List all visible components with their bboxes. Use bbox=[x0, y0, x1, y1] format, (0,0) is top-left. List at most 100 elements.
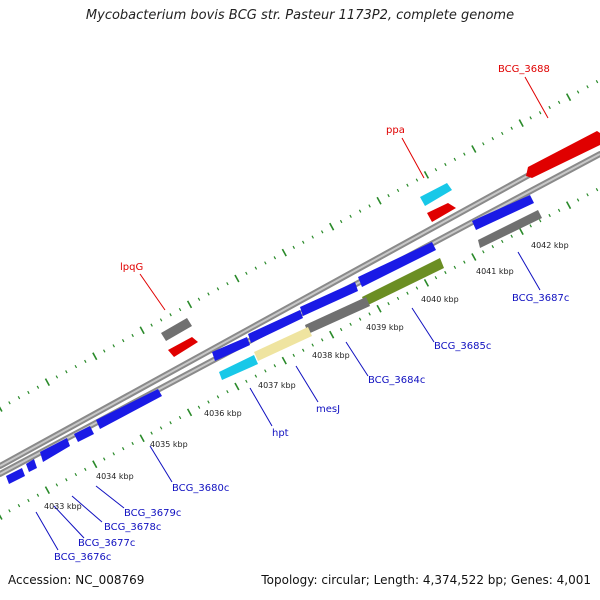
tick-mark bbox=[518, 227, 524, 235]
tick-mark bbox=[92, 352, 98, 361]
tick-mark bbox=[463, 152, 466, 156]
gene-bcg3677c-arrow[interactable] bbox=[26, 459, 37, 472]
kbp-label-4042: 4042 kbp bbox=[531, 241, 569, 250]
gene-bcg3680c-arrow[interactable] bbox=[96, 389, 162, 429]
tick-mark bbox=[376, 196, 382, 205]
label-bcg3679c[interactable]: BCG_3679c bbox=[124, 508, 181, 519]
label-bcg3684c[interactable]: BCG_3684c bbox=[368, 375, 425, 386]
tick-mark bbox=[65, 478, 68, 482]
tick-mark bbox=[302, 348, 305, 352]
gene-bcg3685c-arrow[interactable] bbox=[358, 242, 436, 287]
tick-mark bbox=[264, 261, 267, 265]
tick-mark bbox=[529, 224, 532, 228]
tick-mark bbox=[406, 291, 409, 295]
tick-mark bbox=[565, 93, 572, 102]
tick-mark bbox=[216, 395, 220, 399]
leader-bcg3687c bbox=[517, 251, 541, 291]
tick-mark bbox=[92, 460, 98, 469]
tick-mark bbox=[178, 415, 182, 420]
accession-text: Accession: NC_008769 bbox=[8, 573, 145, 587]
upper-tick-track bbox=[0, 80, 599, 412]
gene-ppa-cyan-arrow[interactable] bbox=[420, 183, 452, 206]
tick-mark bbox=[281, 356, 287, 365]
tick-mark bbox=[358, 317, 362, 321]
label-bcg3680c[interactable]: BCG_3680c bbox=[172, 483, 229, 494]
gene-mesj-yellow[interactable] bbox=[254, 327, 312, 361]
tick-mark bbox=[320, 230, 324, 234]
tick-mark bbox=[273, 256, 277, 260]
label-bcg3676c[interactable]: BCG_3676c bbox=[54, 552, 111, 563]
lower-tick-track bbox=[0, 188, 599, 520]
leader-ppa bbox=[401, 137, 425, 179]
kbp-label-4039: 4039 kbp bbox=[366, 323, 404, 332]
tick-mark bbox=[518, 119, 524, 127]
gene-lpqg-grey[interactable] bbox=[161, 318, 192, 341]
gene-lpqg-arrow[interactable] bbox=[168, 337, 198, 357]
gene-hpt-arrow[interactable] bbox=[212, 337, 250, 361]
tick-mark bbox=[463, 260, 466, 264]
leader-bcg3685c bbox=[411, 307, 435, 343]
tick-mark bbox=[17, 396, 21, 400]
tick-mark bbox=[207, 292, 210, 296]
tick-mark bbox=[501, 239, 504, 244]
label-bcg3677c[interactable]: BCG_3677c bbox=[78, 538, 135, 549]
tick-mark bbox=[55, 483, 59, 487]
tick-mark bbox=[548, 213, 551, 218]
leader-mesj bbox=[295, 365, 319, 403]
tick-mark bbox=[27, 390, 30, 395]
tick-mark bbox=[302, 240, 305, 244]
tick-mark bbox=[557, 100, 561, 104]
label-bcg3685c[interactable]: BCG_3685c bbox=[434, 341, 491, 352]
leader-bcg3677c bbox=[53, 505, 85, 539]
tick-mark bbox=[36, 385, 40, 389]
gene-hpt-cyan[interactable] bbox=[219, 355, 258, 380]
tick-mark bbox=[423, 170, 430, 179]
label-bcg3678c[interactable]: BCG_3678c bbox=[104, 522, 161, 533]
tick-mark bbox=[311, 343, 314, 347]
gene-bcg3678c-arrow[interactable] bbox=[40, 438, 70, 462]
tick-mark bbox=[8, 401, 11, 405]
tick-mark bbox=[565, 201, 572, 210]
label-ppa[interactable]: ppa bbox=[386, 125, 405, 136]
gene-bcg3688-arrow[interactable] bbox=[526, 131, 600, 178]
tick-mark bbox=[368, 312, 371, 316]
tick-mark bbox=[112, 452, 115, 456]
tick-mark bbox=[453, 265, 457, 269]
gene-bcg3684c-arrow[interactable] bbox=[300, 282, 358, 316]
tick-mark bbox=[292, 245, 296, 250]
leader-bcg3684c bbox=[345, 341, 369, 377]
label-bcg3687c[interactable]: BCG_3687c bbox=[512, 293, 569, 304]
tick-mark bbox=[538, 111, 542, 115]
gene-ppa-arrow[interactable] bbox=[427, 203, 456, 222]
tick-mark bbox=[548, 105, 551, 110]
tick-mark bbox=[216, 287, 220, 291]
tick-mark bbox=[358, 209, 362, 213]
gene-bcg3685c-olive[interactable] bbox=[362, 258, 444, 306]
tick-mark bbox=[0, 406, 3, 412]
gene-bcg3679c-arrow[interactable] bbox=[74, 426, 94, 442]
gene-bcg3687c-grey[interactable] bbox=[478, 210, 542, 248]
tick-mark bbox=[8, 509, 11, 513]
label-mesj[interactable]: mesJ bbox=[316, 404, 340, 415]
label-lpqg[interactable]: lpqG bbox=[120, 262, 143, 273]
gene-bcg3684c-grey[interactable] bbox=[305, 297, 370, 334]
tick-mark bbox=[226, 390, 229, 394]
tick-mark bbox=[415, 178, 419, 182]
leader-lpqg bbox=[139, 273, 166, 311]
gene-mesj-arrow[interactable] bbox=[248, 310, 303, 343]
tick-mark bbox=[453, 157, 457, 161]
gene-bcg3676c-arrow[interactable] bbox=[6, 468, 25, 484]
tick-mark bbox=[234, 274, 240, 283]
leader-bcg3678c bbox=[71, 495, 103, 523]
leader-bcg3688 bbox=[524, 76, 549, 119]
gene-bcg3687c-arrow[interactable] bbox=[472, 195, 534, 230]
label-hpt[interactable]: hpt bbox=[272, 428, 289, 439]
tick-mark bbox=[434, 168, 438, 172]
tick-mark bbox=[234, 382, 240, 391]
tick-mark bbox=[102, 457, 106, 461]
tick-mark bbox=[311, 235, 314, 239]
tick-mark bbox=[529, 116, 532, 120]
tick-mark bbox=[586, 85, 589, 89]
label-bcg3688[interactable]: BCG_3688 bbox=[498, 64, 550, 75]
